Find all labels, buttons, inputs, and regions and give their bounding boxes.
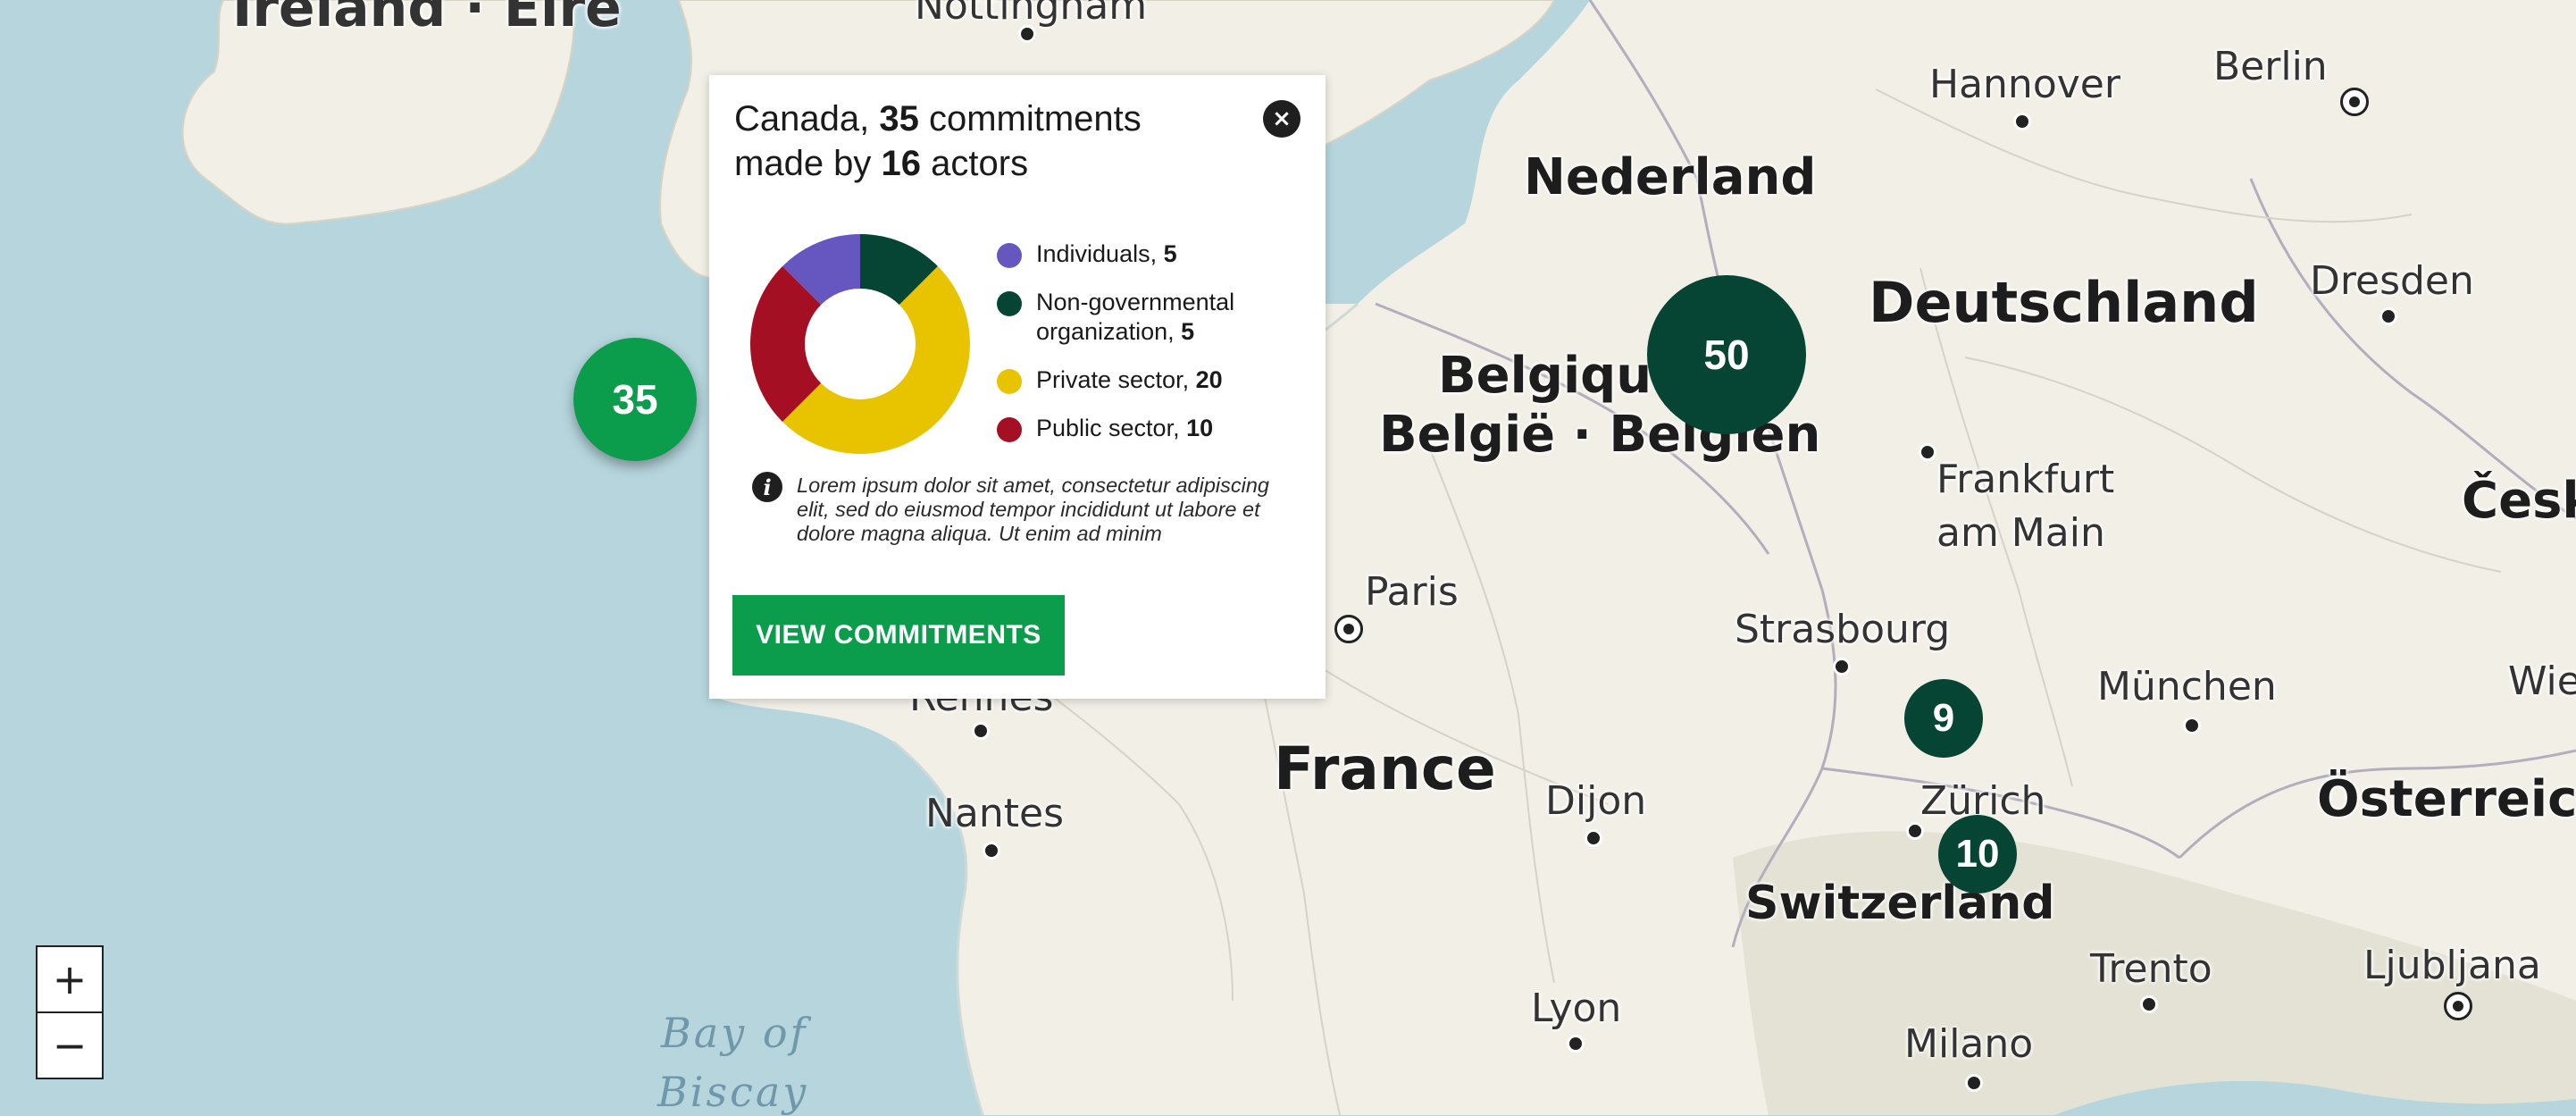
city-dot-lyon: [1567, 1035, 1585, 1053]
donut-slice-individuals: [782, 234, 860, 306]
label-bay-of-biscay-line2: Biscay: [657, 1068, 809, 1116]
capital-dot-ljubljana: [2444, 992, 2472, 1020]
label-trento: Trento: [2090, 946, 2212, 992]
legend-swatch-ngo: [997, 291, 1022, 316]
legend-label-private-sector: Private sector,: [1036, 366, 1196, 393]
legend-item-individuals: Individuals, 5: [997, 239, 1309, 269]
label-zurich: Zürich: [1920, 778, 2046, 824]
legend-value-private-sector: 20: [1195, 366, 1223, 393]
commitments-text: commitments: [918, 99, 1142, 138]
city-dot-nantes: [983, 842, 1000, 860]
region-border-4: [1875, 88, 2413, 223]
legend-swatch-private-sector: [997, 369, 1022, 394]
city-dot-milano: [1965, 1074, 1983, 1092]
ireland-landmass: [181, 0, 575, 225]
continent-landmass: [715, 0, 2576, 1115]
legend-value-ngo: 5: [1181, 318, 1195, 345]
border-fr-be: [1375, 302, 1770, 555]
label-deutschland: Deutschland: [1869, 270, 2259, 335]
view-commitments-button[interactable]: VIEW COMMITMENTS: [732, 595, 1065, 675]
popup-title-line2-prefix: made by: [734, 144, 882, 183]
alps-terrain: [1733, 831, 2576, 1115]
marker-strasbourg-cluster[interactable]: 9: [1904, 679, 1983, 758]
capital-dot-berlin: [2340, 88, 2369, 116]
label-bay-of-biscay-line1: Bay of: [661, 1009, 808, 1057]
legend-label-ngo: Non-governmental organization,: [1036, 289, 1235, 345]
close-icon[interactable]: ×: [1263, 100, 1301, 138]
actors-text: actors: [921, 144, 1029, 183]
label-strasbourg: Strasbourg: [1735, 607, 1951, 652]
zoom-out-button[interactable]: −: [36, 1011, 104, 1079]
label-nantes: Nantes: [925, 791, 1065, 836]
city-dot-strasbourg: [1833, 658, 1851, 675]
label-lyon: Lyon: [1531, 986, 1622, 1031]
popup-title: Canada, 35 commitments made by 16 actors: [734, 96, 1234, 186]
region-border-2: [1250, 625, 1341, 1115]
label-paris: Paris: [1365, 569, 1459, 615]
legend-item-ngo: Non-governmental organization, 5: [997, 288, 1309, 347]
legend-item-public-sector: Public sector, 10: [997, 414, 1309, 443]
mediterranean-water: [2054, 1080, 2576, 1115]
info-text: Lorem ipsum dolor sit amet, consectetur …: [797, 474, 1269, 545]
region-border-6: [1919, 267, 2073, 787]
label-frankfurt-line2: am Main: [1936, 510, 2105, 556]
legend-label-public-sector: Public sector,: [1036, 415, 1187, 441]
label-nottingham: Nottingham: [915, 0, 1148, 29]
label-ireland: Ireland · Éire: [232, 0, 622, 39]
legend-swatch-public-sector: [997, 417, 1022, 442]
label-frankfurt-line1: Frankfurt: [1936, 457, 2115, 502]
legend-value-public-sector: 10: [1186, 415, 1214, 441]
region-border-3: [1428, 446, 1555, 984]
legend-item-private-sector: Private sector, 20: [997, 365, 1309, 395]
donut-slice-private-sector: [782, 266, 970, 454]
label-dresden: Dresden: [2310, 258, 2474, 304]
popup-title-prefix: Canada,: [734, 99, 880, 138]
donut-slice-non-governmental-organization: [860, 234, 938, 306]
label-milano: Milano: [1904, 1021, 2034, 1067]
border-de-ch: [1821, 767, 2180, 860]
commitments-popup: Canada, 35 commitments made by 16 actors…: [709, 75, 1326, 699]
legend-label-individuals: Individuals,: [1036, 240, 1164, 267]
label-munchen: München: [2097, 664, 2277, 709]
legend-swatch-individuals: [997, 243, 1022, 268]
city-dot-hannover: [2013, 113, 2031, 130]
border-fr-ch: [1731, 589, 1837, 948]
commitments-count: 35: [879, 99, 919, 138]
zoom-in-button[interactable]: +: [36, 945, 104, 1013]
border-de-cz: [2249, 178, 2576, 520]
actors-count: 16: [881, 144, 922, 183]
city-dot-dresden: [2379, 307, 2397, 325]
donut-slice-public-sector: [750, 266, 822, 422]
label-nederland: Nederland: [1524, 148, 1817, 206]
city-dot-munchen: [2183, 717, 2201, 734]
label-ljubljana: Ljubljana: [2363, 943, 2541, 988]
city-dot-zurich: [1906, 822, 1924, 840]
donut-legend: Individuals, 5 Non-governmental organiza…: [997, 239, 1309, 462]
label-cesko: Česk: [2462, 472, 2576, 530]
label-belgique: Belgique: [1438, 347, 1686, 405]
border-de-at: [2178, 749, 2576, 860]
label-switzerland: Switzerland: [1745, 877, 2055, 930]
city-dot-trento: [2140, 995, 2158, 1013]
actor-type-donut-chart: [750, 234, 970, 454]
label-berlin: Berlin: [2213, 44, 2328, 89]
label-osterreich: Österreich: [2317, 770, 2576, 828]
label-wien: Wie: [2508, 659, 2576, 704]
marker-zurich-cluster[interactable]: 10: [1938, 815, 2017, 894]
label-france: France: [1274, 734, 1496, 803]
legend-value-individuals: 5: [1163, 240, 1177, 267]
label-hannover: Hannover: [1929, 62, 2120, 107]
capital-dot-paris: [1334, 615, 1363, 643]
marker-canada[interactable]: 35: [573, 338, 697, 461]
info-icon: i: [752, 472, 782, 502]
city-dot-dijon: [1585, 829, 1602, 847]
city-dot-frankfurt: [1919, 443, 1936, 461]
marker-belgium-cluster[interactable]: 50: [1647, 275, 1806, 434]
label-dijon: Dijon: [1545, 778, 1647, 824]
city-dot-rennes: [972, 722, 990, 740]
region-border-5: [1964, 357, 2502, 573]
city-dot-nottingham: [1018, 25, 1036, 43]
border-nl-de: [1588, 0, 1699, 180]
biscay-coast: [892, 740, 984, 1115]
